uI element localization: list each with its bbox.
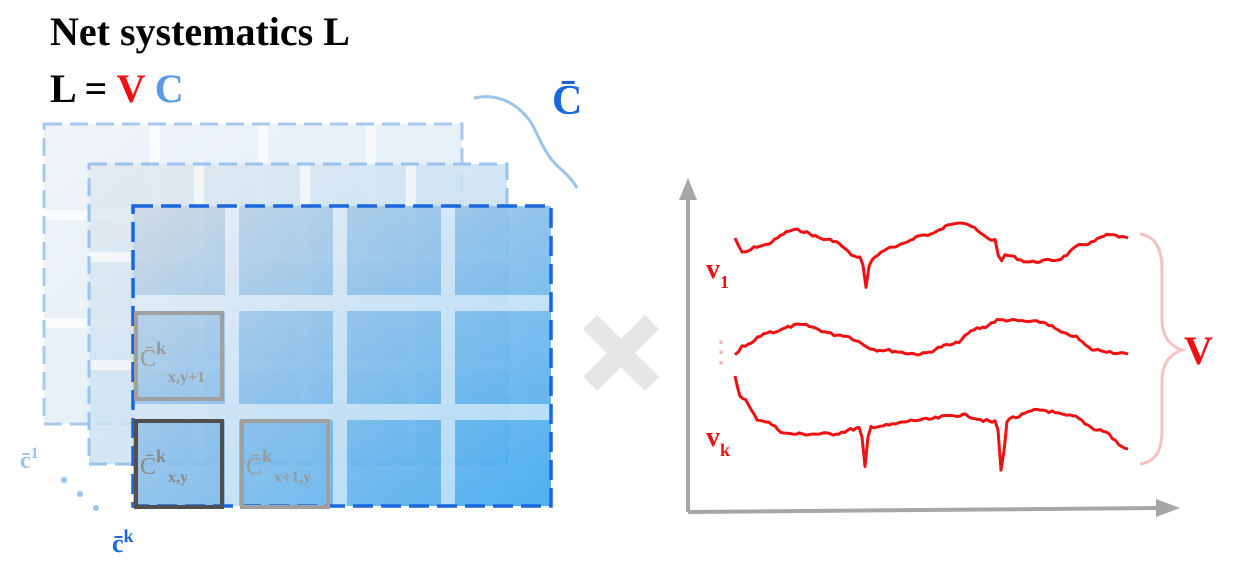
v-brace (1139, 232, 1187, 466)
ck-label: c̄k (112, 526, 134, 558)
map-layer-front (131, 204, 553, 508)
curve-v-middle (734, 317, 1129, 357)
curve-v1 (733, 221, 1129, 289)
c1-label: c̄1 (20, 445, 39, 474)
equation: L = V C (50, 65, 184, 112)
eq-c: C (154, 66, 184, 111)
layer-dots (61, 477, 99, 511)
page-title: Net systematics L (50, 9, 350, 54)
cell-x-plus-1-y (240, 419, 330, 509)
systematics-curves (733, 221, 1129, 472)
multiply-icon (582, 314, 660, 392)
cell-label-x1y: C̄kx+1,y (246, 446, 311, 486)
curve-vk (733, 375, 1129, 472)
cell-x-y-plus-1 (134, 311, 224, 401)
vk-label: vk (706, 422, 730, 460)
c-bar-label: C̄ (552, 78, 582, 124)
eq-equals: = (84, 66, 108, 111)
eq-v: V (116, 66, 145, 111)
plot-axes (679, 178, 1180, 517)
cell-label-xy: C̄kx,y (140, 446, 188, 486)
cell-x-y (134, 419, 224, 509)
eq-lhs: L (50, 66, 75, 111)
c-bar-brace (473, 95, 579, 189)
vdots-label: ⋮ (706, 336, 736, 369)
v-label: V (1184, 328, 1213, 373)
cell-label-xy1: C̄kx,y+1 (140, 338, 205, 386)
v1-label: v1 (706, 254, 729, 292)
